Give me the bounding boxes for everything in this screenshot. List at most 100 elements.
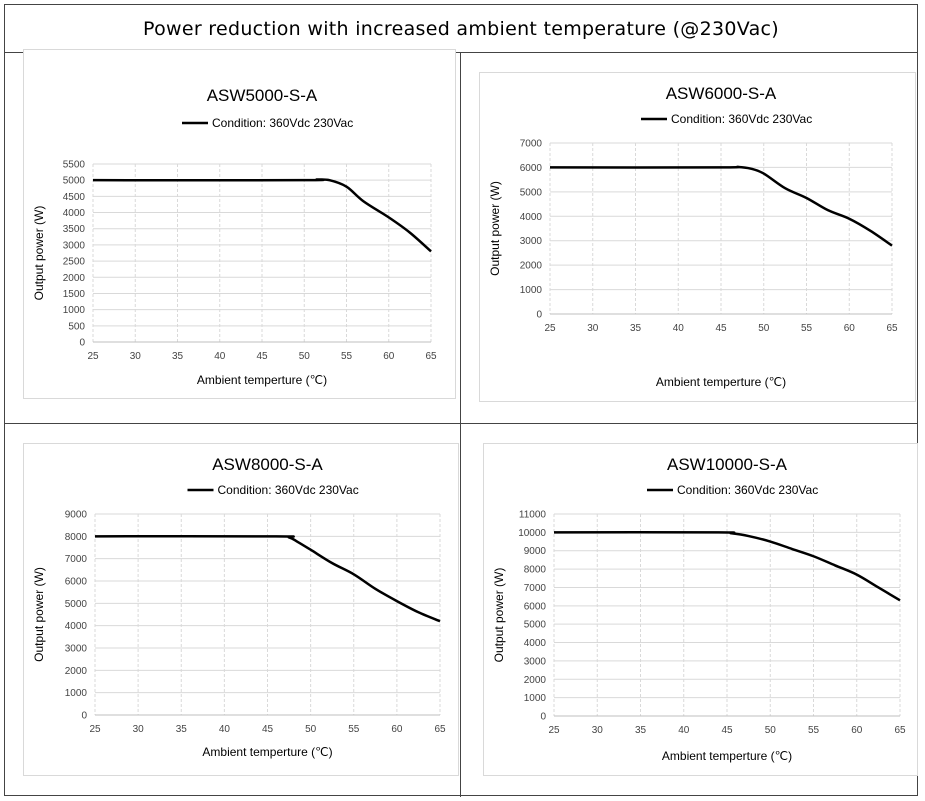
y-tick-label: 1000 [63, 305, 86, 316]
x-tick-label: 45 [721, 725, 733, 736]
x-tick-label: 40 [678, 725, 690, 736]
y-tick-label: 1500 [63, 289, 86, 300]
x-tick-label: 55 [348, 724, 360, 735]
y-tick-label: 2000 [63, 273, 86, 284]
y-tick-label: 2000 [65, 666, 88, 677]
chart-title: ASW10000-S-A [667, 455, 788, 474]
y-axis-label: Output power (W) [488, 181, 502, 276]
chart-title: ASW8000-S-A [212, 455, 323, 474]
figure-frame: Power reduction with increased ambient t… [4, 4, 918, 797]
x-tick-label: 65 [425, 351, 437, 362]
y-tick-label: 1000 [520, 285, 543, 296]
x-tick-label: 35 [176, 724, 188, 735]
y-tick-label: 8000 [524, 565, 547, 576]
y-tick-label: 4000 [524, 638, 547, 649]
x-tick-label: 55 [808, 725, 820, 736]
x-tick-label: 35 [635, 725, 647, 736]
x-tick-label: 60 [391, 724, 403, 735]
chart-area-border [23, 49, 456, 399]
legend-entry: Condition: 360Vdc 230Vac [677, 483, 818, 497]
x-tick-label: 30 [133, 724, 145, 735]
x-tick-label: 45 [256, 351, 268, 362]
x-tick-label: 30 [592, 725, 604, 736]
y-tick-label: 7000 [520, 139, 543, 150]
chart-title: ASW6000-S-A [666, 84, 777, 103]
y-tick-label: 9000 [65, 510, 88, 521]
x-tick-label: 65 [894, 725, 906, 736]
x-tick-label: 25 [89, 724, 101, 735]
x-tick-label: 55 [341, 351, 353, 362]
x-tick-label: 50 [765, 725, 777, 736]
chart-asw6000: ASW6000-S-A Condition: 360Vdc 230Vac 0 1000… [479, 72, 916, 402]
x-tick-label: 50 [299, 351, 311, 362]
y-tick-label: 3000 [65, 644, 88, 655]
chart-area-border [479, 72, 916, 402]
y-tick-label: 6000 [65, 577, 88, 588]
y-tick-label: 0 [79, 338, 85, 349]
y-tick-label: 7000 [65, 554, 88, 565]
x-tick-label: 50 [758, 323, 770, 334]
y-tick-label: 0 [540, 712, 546, 723]
y-tick-label: 6000 [520, 163, 543, 174]
x-tick-label: 60 [844, 323, 856, 334]
legend-entry: Condition: 360Vdc 230Vac [671, 112, 812, 126]
series-line [549, 165, 893, 247]
y-tick-label: 2000 [524, 675, 547, 686]
y-tick-label: 5500 [63, 160, 86, 171]
y-tick-label: 500 [68, 321, 85, 332]
x-tick-label: 40 [214, 351, 226, 362]
x-tick-label: 35 [172, 351, 184, 362]
chart-area-border [483, 443, 918, 776]
y-tick-label: 1000 [65, 688, 88, 699]
series-line [553, 531, 901, 602]
y-tick-label: 4000 [520, 212, 543, 223]
y-tick-label: 6000 [524, 601, 547, 612]
y-tick-label: 3000 [524, 656, 547, 667]
x-axis-label: Ambient temperture (℃) [662, 749, 792, 763]
x-axis-label: Ambient temperture (℃) [202, 745, 332, 759]
grid-divider-horizontal [5, 423, 917, 424]
y-tick-label: 10000 [518, 528, 546, 539]
y-tick-label: 3000 [63, 240, 86, 251]
y-tick-label: 3000 [520, 236, 543, 247]
y-tick-label: 7000 [524, 583, 547, 594]
x-tick-label: 45 [715, 323, 727, 334]
x-axis-label: Ambient temperture (℃) [656, 375, 786, 389]
y-tick-label: 5000 [63, 176, 86, 187]
y-tick-label: 5000 [520, 187, 543, 198]
y-tick-label: 1000 [524, 693, 547, 704]
y-tick-label: 8000 [65, 532, 88, 543]
x-tick-label: 65 [434, 724, 446, 735]
y-tick-label: 4000 [63, 208, 86, 219]
y-tick-label: 2500 [63, 257, 86, 268]
y-tick-label: 4000 [65, 621, 88, 632]
grid-divider-vertical [460, 53, 461, 797]
x-tick-label: 35 [630, 323, 642, 334]
legend-entry: Condition: 360Vdc 230Vac [212, 116, 353, 130]
y-tick-label: 4500 [63, 192, 86, 203]
y-axis-label: Output power (W) [492, 568, 506, 663]
y-tick-label: 11000 [519, 510, 547, 521]
x-tick-label: 55 [801, 323, 813, 334]
x-tick-label: 30 [587, 323, 599, 334]
page-title: Power reduction with increased ambient t… [5, 5, 917, 53]
legend-entry: Condition: 360Vdc 230Vac [218, 483, 359, 497]
series-line [94, 535, 441, 623]
x-tick-label: 25 [544, 323, 556, 334]
chart-asw5000: ASW5000-S-A Condition: 360Vdc 230Vac 0 500 1… [23, 49, 456, 399]
y-tick-label: 5000 [524, 620, 547, 631]
y-tick-label: 2000 [520, 261, 543, 272]
y-axis-label: Output power (W) [32, 206, 46, 301]
x-tick-label: 25 [87, 351, 99, 362]
x-tick-label: 45 [262, 724, 274, 735]
y-tick-label: 0 [536, 310, 542, 321]
chart-asw8000: ASW8000-S-A Condition: 360Vdc 230Vac 0 1000… [23, 443, 459, 776]
y-tick-label: 5000 [65, 599, 88, 610]
y-tick-label: 0 [81, 711, 87, 722]
x-tick-label: 60 [383, 351, 395, 362]
y-tick-label: 9000 [524, 546, 547, 557]
chart-area-border [23, 443, 459, 776]
y-axis-label: Output power (W) [32, 567, 46, 662]
x-tick-label: 50 [305, 724, 317, 735]
x-tick-label: 30 [130, 351, 142, 362]
